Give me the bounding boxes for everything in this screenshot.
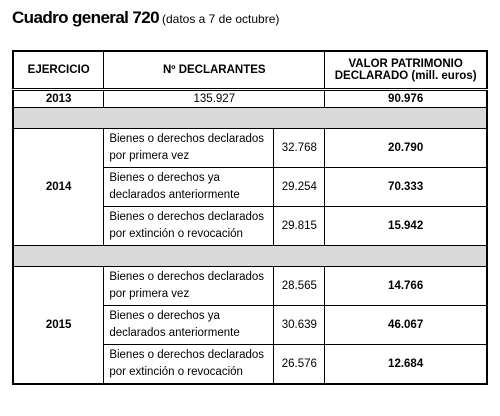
declarantes-cell: 28.565 (273, 266, 326, 306)
data-row: Bienes o derechos declarados por extinci… (13, 206, 488, 246)
year-cell: 2015 (12, 266, 105, 385)
data-row: Bienes o derechos ya declarados anterior… (13, 305, 488, 345)
description-cell: Bienes o derechos declarados por primera… (103, 128, 275, 168)
header-cell: Nº DECLARANTES (103, 50, 326, 90)
title: Cuadro general 720 (datos a 7 de octubre) (12, 8, 279, 28)
summary-row: 2013 135.927 90.976 (12, 88, 488, 108)
description-cell: Bienes o derechos ya declarados anterior… (103, 305, 275, 345)
declarantes-cell: 135.927 (103, 88, 326, 108)
data-row: Bienes o derechos declarados por extinci… (13, 344, 488, 385)
separator-row (12, 107, 488, 129)
header-cell: VALOR PATRIMONIO DECLARADO (mill. euros) (324, 50, 488, 90)
year-cell: 2014 (12, 128, 105, 246)
description-cell: Bienes o derechos declarados por primera… (103, 266, 275, 306)
title-note: (datos a 7 de octubre) (161, 12, 280, 26)
header-row: EJERCICIO Nº DECLARANTES VALOR PATRIMONIO … (12, 50, 488, 90)
declarantes-cell: 29.254 (273, 167, 326, 207)
valor-cell: 70.333 (324, 167, 488, 207)
valor-cell: 14.766 (324, 266, 488, 306)
separator-row (12, 245, 488, 267)
description-cell: Bienes o derechos ya declarados anterior… (103, 167, 275, 207)
data-row: 2015 Bienes o derechos declarados por pri… (12, 266, 488, 385)
title-main: Cuadro general 720 (12, 8, 160, 27)
separator-cell (12, 245, 488, 267)
declarantes-cell: 26.576 (273, 344, 326, 385)
valor-cell: 20.790 (324, 128, 488, 168)
header-cell: EJERCICIO (12, 50, 105, 90)
data-row: Bienes o derechos ya declarados anterior… (13, 167, 488, 207)
data-row: 2014 Bienes o derechos declarados por pri… (12, 128, 488, 246)
year-cell: 2013 (12, 88, 105, 108)
data-table: EJERCICIO Nº DECLARANTES VALOR PATRIMONIO … (12, 50, 488, 385)
description-cell: Bienes o derechos declarados por extinci… (103, 206, 275, 246)
declarantes-cell: 32.768 (273, 128, 326, 168)
separator-cell (12, 107, 488, 129)
valor-cell: 12.684 (324, 344, 488, 385)
description-cell: Bienes o derechos declarados por extinci… (103, 344, 275, 385)
valor-cell: 90.976 (324, 88, 488, 108)
valor-cell: 46.067 (324, 305, 488, 345)
declarantes-cell: 29.815 (273, 206, 326, 246)
valor-cell: 15.942 (324, 206, 488, 246)
declarantes-cell: 30.639 (273, 305, 326, 345)
